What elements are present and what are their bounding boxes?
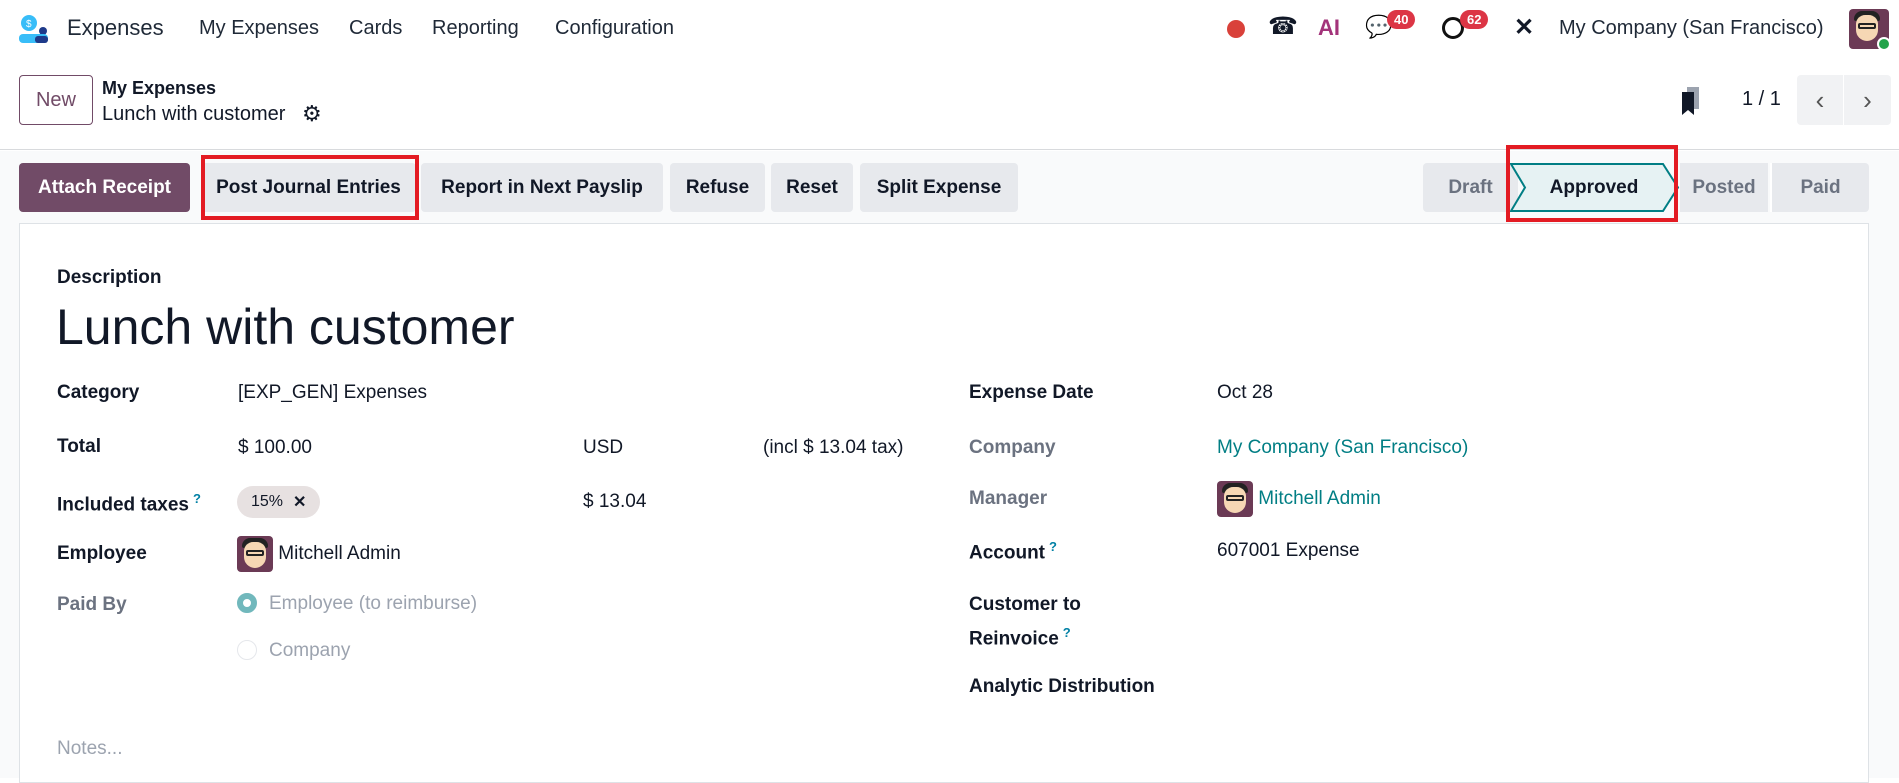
currency-field[interactable]: USD [583, 437, 624, 458]
split-expense-button[interactable]: Split Expense [860, 163, 1018, 212]
menu-configuration[interactable]: Configuration [555, 17, 674, 39]
status-approved-shape [1510, 163, 1680, 212]
description-field[interactable]: Lunch with customer [56, 299, 515, 355]
chat-count-badge: 40 [1387, 10, 1416, 29]
total-label: Total [57, 436, 101, 457]
ai-icon[interactable]: AI [1318, 15, 1340, 40]
manager-avatar [1217, 481, 1253, 517]
help-icon[interactable]: ? [1049, 539, 1057, 554]
category-label: Category [57, 382, 140, 403]
bookmark-icon[interactable] [1680, 87, 1702, 117]
tax-amount: $ 13.04 [583, 491, 647, 512]
new-button[interactable]: New [19, 75, 93, 125]
form-sheet [19, 223, 1869, 783]
total-field[interactable]: $ 100.00 [238, 437, 312, 458]
company-link[interactable]: My Company (San Francisco) [1217, 437, 1469, 458]
activity-count-badge: 62 [1460, 10, 1489, 29]
employee-label: Employee [57, 543, 147, 564]
analytic-distribution-label: Analytic Distribution [969, 676, 1155, 697]
menu-cards[interactable]: Cards [349, 17, 403, 39]
menu-reporting[interactable]: Reporting [432, 17, 519, 39]
account-field[interactable]: 607001 Expense [1217, 540, 1360, 561]
pager-next-button[interactable]: › [1844, 75, 1891, 125]
remove-tag-icon[interactable]: ✕ [293, 494, 307, 511]
employee-name: Mitchell Admin [278, 543, 401, 564]
radio-employee-label[interactable]: Employee (to reimburse) [269, 593, 478, 614]
manager-label: Manager [969, 488, 1048, 509]
company-switcher[interactable]: My Company (San Francisco) [1559, 17, 1824, 39]
employee-avatar [237, 536, 273, 572]
expense-date-field[interactable]: Oct 28 [1217, 382, 1273, 403]
radio-company-label[interactable]: Company [269, 640, 351, 661]
tax-tag[interactable]: 15% ✕ [237, 486, 321, 518]
top-navbar: $ Expenses My Expenses Cards Reporting C… [0, 0, 1899, 58]
notes-field[interactable]: Notes... [57, 738, 123, 759]
status-posted[interactable]: Posted [1680, 163, 1768, 212]
expense-date-label: Expense Date [969, 382, 1094, 403]
expenses-app-icon[interactable]: $ [18, 14, 48, 44]
help-icon[interactable]: ? [1062, 625, 1071, 640]
gear-icon[interactable]: ⚙ [302, 101, 322, 126]
activity-clock-icon[interactable] [1442, 17, 1464, 39]
tax-note: (incl $ 13.04 tax) [763, 437, 904, 458]
post-journal-entries-button[interactable]: Post Journal Entries [201, 163, 416, 212]
pager-previous-button[interactable]: ‹ [1797, 75, 1843, 125]
help-icon[interactable]: ? [193, 491, 201, 506]
record-icon[interactable] [1227, 20, 1245, 38]
radio-company[interactable] [237, 640, 257, 660]
account-label: Account [969, 542, 1045, 564]
paid-by-label: Paid By [57, 594, 127, 615]
manager-link[interactable]: Mitchell Admin [1258, 488, 1381, 509]
employee-field[interactable]: Mitchell Admin [237, 536, 401, 572]
report-in-next-payslip-button[interactable]: Report in Next Payslip [421, 163, 663, 212]
svg-text:$: $ [26, 19, 32, 30]
pager-value[interactable]: 1 / 1 [1742, 88, 1781, 110]
customer-reinvoice-label-line1: Customer to [969, 594, 1081, 615]
tools-icon[interactable]: ✕ [1514, 14, 1535, 41]
reset-button[interactable]: Reset [771, 163, 853, 212]
status-approved[interactable]: Approved [1549, 176, 1639, 198]
control-panel: New My Expenses Lunch with customer ⚙ 1 … [0, 58, 1899, 150]
app-name[interactable]: Expenses [67, 15, 164, 40]
user-avatar[interactable] [1849, 9, 1891, 51]
online-status-icon [1877, 37, 1891, 51]
breadcrumb-parent[interactable]: My Expenses [102, 78, 217, 98]
company-label: Company [969, 437, 1056, 458]
refuse-button[interactable]: Refuse [670, 163, 765, 212]
breadcrumb-current: Lunch with customer [102, 103, 286, 125]
status-paid[interactable]: Paid [1770, 163, 1869, 212]
customer-reinvoice-label-line2: Reinvoice [969, 628, 1059, 650]
manager-field[interactable]: Mitchell Admin [1217, 481, 1381, 517]
included-taxes-label: Included taxes [57, 494, 189, 516]
category-field[interactable]: [EXP_GEN] Expenses [238, 382, 428, 403]
status-draft[interactable]: Draft [1423, 163, 1518, 212]
attach-receipt-button[interactable]: Attach Receipt [19, 163, 190, 212]
radio-employee[interactable] [237, 593, 257, 613]
phone-icon[interactable]: ☎ [1268, 13, 1298, 40]
description-label: Description [57, 267, 162, 288]
tax-tag-label: 15% [251, 493, 284, 510]
menu-my-expenses[interactable]: My Expenses [199, 17, 320, 39]
